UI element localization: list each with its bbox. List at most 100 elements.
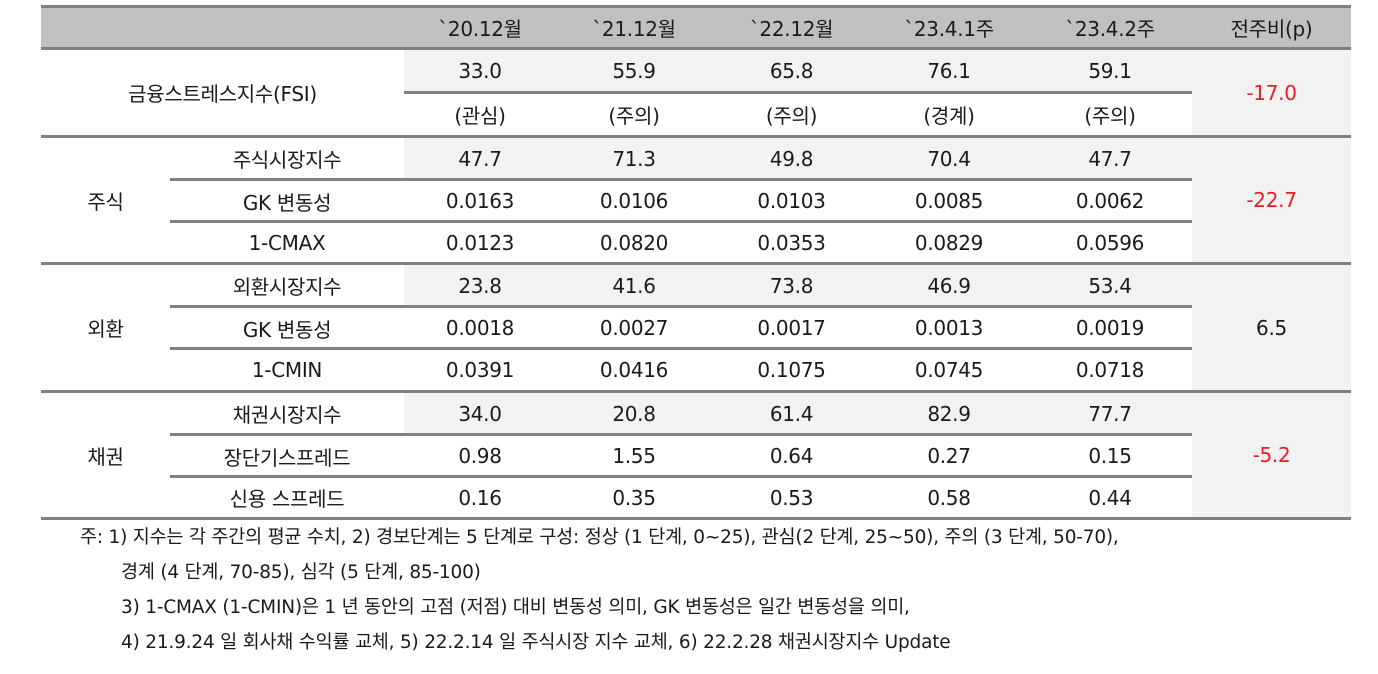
group-divider [41, 135, 1351, 138]
table-cell: 0.53 [769, 485, 814, 510]
row-label: GK 변동성 [242, 317, 332, 342]
footnote-line: 3) 1-CMAX (1-CMIN)은 1 년 동안의 고점 (저점) 대비 변… [121, 597, 910, 618]
table-cell: 0.0123 [445, 230, 515, 255]
table-cell: 20.8 [612, 401, 656, 426]
table-cell: 0.0829 [914, 230, 984, 255]
group-label-bond: 채권 [87, 444, 124, 469]
table-cell: 34.0 [458, 401, 502, 426]
row-label: 장단기스프레드 [223, 445, 351, 470]
table-cell: 41.6 [612, 273, 656, 298]
table-bottom-border [41, 517, 1351, 520]
table-cell: 0.27 [927, 444, 971, 468]
table-cell: 0.16 [458, 485, 502, 510]
table-cell: 0.0017 [757, 316, 826, 340]
fsi-level: (주의) [608, 104, 660, 128]
fsi-level: (주의) [765, 104, 818, 128]
row-label: 신용 스프레드 [229, 487, 345, 511]
table-cell: 0.1075 [757, 358, 826, 382]
bond-first-row-bg [404, 393, 1192, 434]
table-cell: 82.9 [927, 401, 971, 426]
row-divider [170, 305, 1192, 308]
table-cell: 0.0103 [757, 189, 826, 213]
table-cell: 0.0820 [599, 230, 669, 255]
table-cell: 0.0019 [1075, 316, 1145, 340]
column-header: `22.12월 [749, 17, 834, 41]
table-cell: 73.8 [769, 273, 814, 298]
row-label: GK 변동성 [242, 190, 332, 215]
table-cell: 0.0596 [1075, 230, 1145, 255]
column-header: `21.12월 [592, 17, 676, 41]
row-divider [170, 220, 1192, 223]
table-cell: 23.8 [458, 273, 502, 298]
table-cell: 0.0013 [914, 316, 984, 340]
fsi-value: 76.1 [927, 59, 971, 83]
table-cell: 0.0416 [599, 358, 669, 382]
column-header: `23.4.2주 [1065, 17, 1155, 41]
row-divider [404, 91, 1192, 94]
table-cell: 1.55 [612, 444, 656, 468]
group-label-stock: 주식 [87, 189, 124, 214]
fx-first-row-bg [404, 265, 1192, 306]
table-header-row: `20.12월 `21.12월 `22.12월 `23.4.1주 `23.4.2… [41, 5, 1351, 50]
table-cell: 0.64 [769, 444, 814, 468]
table-cell: 0.0106 [599, 189, 669, 213]
table-cell: 47.7 [458, 146, 502, 171]
row-label: 외환시장지수 [232, 275, 342, 299]
fsi-value: 33.0 [458, 59, 502, 83]
fsi-value: 55.9 [612, 59, 656, 83]
row-divider [170, 433, 1192, 436]
table-cell: 70.4 [927, 146, 971, 171]
table-cell: 53.4 [1088, 273, 1132, 298]
row-divider [170, 475, 1192, 478]
row-label: 주식시장지수 [232, 148, 342, 172]
table-cell: 0.0027 [599, 316, 669, 340]
footnotes: 주: 1) 지수는 각 주간의 평균 수치, 2) 경보단계는 5 단계로 구성… [80, 520, 1119, 660]
group-label-fx: 외환 [87, 317, 124, 341]
row-label: 1-CMIN [251, 358, 323, 382]
group-divider [41, 390, 1351, 393]
fsi-level: (경계) [923, 104, 975, 128]
fsi-value: 65.8 [769, 59, 814, 83]
row-label: 채권시장지수 [232, 403, 342, 427]
fsi-level: (관심) [454, 104, 506, 128]
table-cell: 71.3 [612, 146, 656, 171]
table-cell: 0.58 [927, 485, 971, 510]
footnote-line: 경계 (4 단계, 70-85), 심각 (5 단계, 85-100) [121, 562, 481, 583]
fsi-change-value: -17.0 [1246, 80, 1297, 105]
fsi-value-row-bg [404, 50, 1192, 92]
column-header: `20.12월 [438, 17, 522, 41]
table-cell: 0.0085 [914, 189, 984, 213]
table-cell: 46.9 [927, 273, 971, 298]
fx-change-cell: 6.5 [1192, 265, 1351, 390]
stock-change-cell: -22.7 [1192, 138, 1351, 262]
fsi-label: 금융스트레스지수(FSI) [128, 82, 317, 106]
table-cell: 0.15 [1088, 444, 1132, 468]
table-cell: 0.0391 [445, 358, 515, 382]
table-cell: 0.0718 [1075, 358, 1145, 382]
table-cell: 0.44 [1088, 485, 1132, 510]
group-divider [41, 262, 1351, 265]
table-cell: 49.8 [769, 146, 814, 171]
table-cell: 0.0163 [445, 189, 515, 213]
bond-change-cell: -5.2 [1192, 393, 1351, 517]
change-column-header: 전주비(p) [1230, 17, 1313, 41]
table-cell: 77.7 [1088, 401, 1132, 426]
table-cell: 61.4 [769, 401, 814, 426]
fsi-change-cell: -17.0 [1192, 50, 1351, 135]
table-cell: 0.0745 [914, 358, 984, 382]
table-cell: 0.35 [612, 485, 656, 510]
fsi-value: 59.1 [1088, 59, 1132, 83]
row-divider [170, 178, 1192, 181]
footnote-line: 4) 21.9.24 일 회사채 수익률 교체, 5) 22.2.14 일 주식… [121, 632, 951, 653]
row-label: 1-CMAX [248, 230, 326, 255]
fx-change-value: 6.5 [1256, 315, 1287, 340]
table-cell: 0.0062 [1075, 189, 1145, 213]
bond-change-value: -5.2 [1252, 443, 1291, 467]
footnote-line: 주: 1) 지수는 각 주간의 평균 수치, 2) 경보단계는 5 단계로 구성… [80, 527, 1119, 548]
stock-first-row-bg [404, 138, 1192, 179]
stock-change-value: -22.7 [1246, 188, 1297, 212]
fsi-level: (주의) [1084, 104, 1136, 128]
table-cell: 0.0353 [757, 230, 826, 255]
table-cell: 0.0018 [445, 316, 515, 340]
row-divider [170, 347, 1192, 350]
